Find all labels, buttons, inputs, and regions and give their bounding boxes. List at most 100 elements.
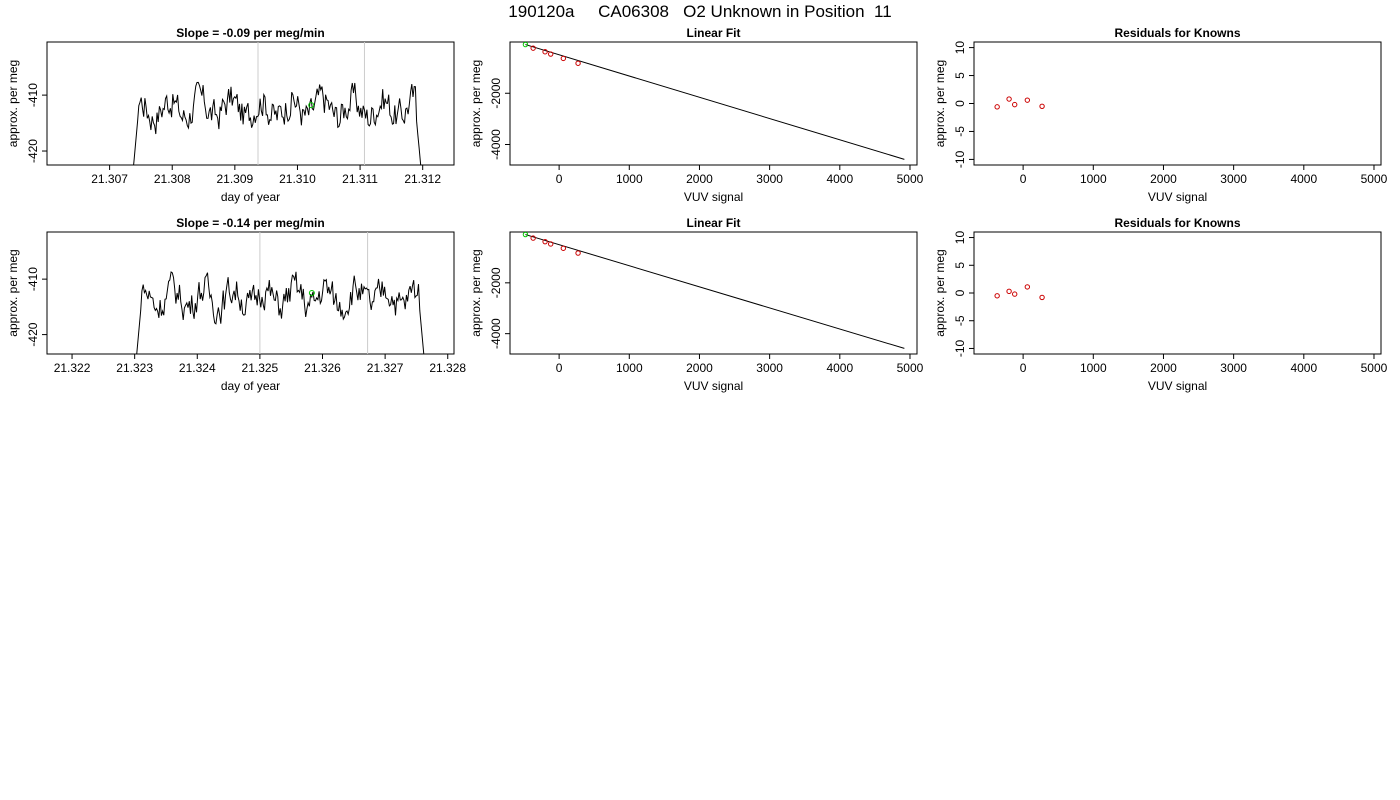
x-tick-label: 21.326 (304, 361, 341, 375)
x-tick-label: 4000 (1290, 361, 1317, 375)
y-axis-label: approx. per meg (6, 60, 20, 147)
y-tick-label: -420 (26, 139, 40, 163)
fit-line (525, 44, 905, 160)
x-axis-label: day of year (221, 379, 280, 393)
y-tick-label: -10 (953, 150, 967, 168)
x-tick-label: 21.308 (154, 172, 191, 186)
y-tick-label: -4000 (489, 318, 503, 349)
series-line (133, 81, 422, 165)
y-tick-label: -2000 (489, 267, 503, 298)
x-tick-label: 1000 (616, 361, 643, 375)
data-point (994, 293, 1000, 299)
x-tick-label: 0 (1020, 361, 1027, 375)
chart-title: Linear Fit (686, 26, 740, 40)
x-tick-label: 21.312 (404, 172, 441, 186)
x-tick-label: 0 (1020, 172, 1027, 186)
chart-title: Linear Fit (686, 216, 740, 230)
x-tick-label: 3000 (756, 172, 783, 186)
panel-residuals-1: Residuals for Knowns VUV signal approx. pe… (933, 26, 1388, 204)
panel-timeseries-2: Slope = -0.14 per meg/min day of year appr… (6, 216, 466, 393)
x-tick-label: 3000 (756, 361, 783, 375)
data-point (1024, 97, 1031, 103)
data-point (542, 238, 548, 245)
chart-title: Slope = -0.09 per meg/min (176, 26, 324, 40)
plot-area (994, 284, 1045, 301)
x-tick-label: 21.307 (91, 172, 128, 186)
y-tick-label: 5 (953, 262, 967, 269)
page-title: 190120a CA06308 O2 Unknown in Position 1… (508, 2, 892, 21)
x-axis-label: day of year (221, 190, 280, 204)
x-axis-label: VUV signal (1148, 379, 1207, 393)
highlight-point (308, 102, 315, 109)
y-tick-label: -410 (26, 83, 40, 107)
panel-timeseries-1: Slope = -0.09 per meg/min day of year appr… (6, 26, 455, 204)
y-axis-label: approx. per meg (469, 60, 483, 147)
data-point (548, 241, 554, 247)
data-point (560, 55, 567, 62)
x-tick-label: 0 (556, 361, 563, 375)
panel-linear-fit-2: Linear Fit VUV signal approx. per meg 0 1000… (469, 216, 924, 393)
plot-frame (46, 41, 455, 166)
y-axis-label: approx. per meg (933, 60, 947, 147)
x-tick-label: 21.327 (367, 361, 404, 375)
x-axis-label: VUV signal (684, 190, 743, 204)
x-tick-label: 1000 (616, 172, 643, 186)
highlight-point (308, 290, 315, 296)
x-axis-label: VUV signal (684, 379, 743, 393)
x-tick-label: 5000 (1361, 172, 1388, 186)
plot-area (133, 42, 422, 165)
data-point (575, 60, 581, 66)
plot-frame (973, 231, 1382, 355)
x-tick-label: 2000 (686, 361, 713, 375)
x-tick-label: 5000 (1361, 361, 1388, 375)
x-tick-label: 21.328 (429, 361, 466, 375)
x-tick-label: 21.309 (216, 172, 253, 186)
x-tick-label: 4000 (826, 172, 853, 186)
data-point (522, 232, 529, 238)
y-tick-label: -5 (953, 315, 967, 326)
y-axis-label: approx. per meg (6, 249, 20, 336)
data-point (522, 42, 529, 48)
series-line (136, 271, 425, 354)
data-point (575, 250, 581, 256)
plot-area (994, 96, 1045, 110)
data-point (530, 235, 536, 241)
y-tick-label: -410 (26, 267, 40, 291)
x-tick-label: 2000 (1150, 172, 1177, 186)
y-tick-label: -2000 (489, 78, 503, 109)
data-point (1012, 291, 1018, 297)
x-tick-label: 21.325 (242, 361, 279, 375)
y-tick-label: -5 (953, 126, 967, 137)
data-point (1012, 101, 1018, 108)
x-tick-label: 0 (556, 172, 563, 186)
y-tick-label: -420 (26, 322, 40, 346)
y-tick-label: 5 (953, 72, 967, 79)
fit-line (525, 234, 905, 349)
y-tick-label: -4000 (489, 129, 503, 160)
y-tick-label: 10 (953, 41, 967, 55)
x-tick-label: 2000 (1150, 361, 1177, 375)
x-tick-label: 3000 (1220, 172, 1247, 186)
x-tick-label: 2000 (686, 172, 713, 186)
x-tick-label: 5000 (897, 361, 924, 375)
y-axis-label: approx. per meg (469, 249, 483, 336)
plot-frame (973, 41, 1382, 166)
y-tick-label: -10 (953, 339, 967, 357)
plot-frame (509, 41, 918, 166)
data-point (548, 51, 554, 57)
x-tick-label: 1000 (1080, 361, 1107, 375)
x-tick-label: 5000 (897, 172, 924, 186)
data-point (560, 245, 567, 251)
x-tick-label: 4000 (826, 361, 853, 375)
data-point (542, 49, 548, 55)
x-tick-label: 21.311 (342, 172, 378, 186)
y-tick-label: 0 (953, 100, 967, 107)
x-tick-label: 21.310 (279, 172, 316, 186)
x-tick-label: 4000 (1290, 172, 1317, 186)
data-point (1039, 103, 1045, 109)
panel-residuals-2: Residuals for Knowns VUV signal approx. pe… (933, 216, 1388, 393)
x-axis-label: VUV signal (1148, 190, 1207, 204)
data-point (1006, 288, 1012, 295)
plot-frame (509, 231, 918, 355)
